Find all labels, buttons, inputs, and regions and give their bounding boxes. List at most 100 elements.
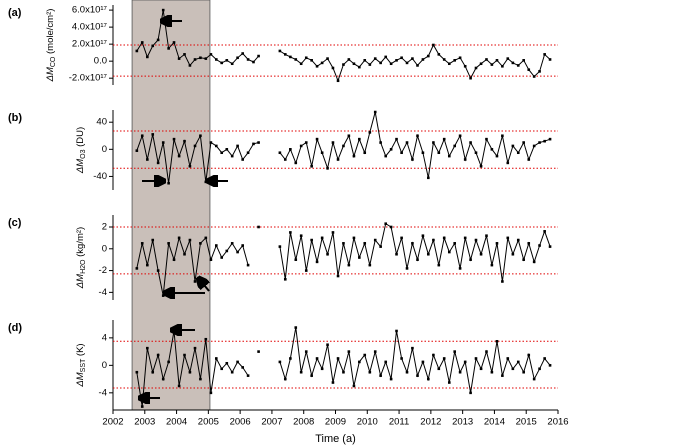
point [336,79,340,83]
point [304,350,308,353]
point [199,56,202,60]
point [469,141,472,144]
point [257,54,260,58]
point [543,357,546,360]
y-label-symbol: ΔM [75,159,86,174]
point [183,53,186,56]
point [485,137,488,141]
point [146,346,149,350]
point [532,144,536,148]
point [215,58,218,61]
y-label-unit: (K) [75,343,86,358]
point [453,242,456,245]
point [331,141,335,144]
point [167,181,170,185]
point [246,263,250,267]
point [161,8,165,12]
point [215,357,218,360]
y-label-unit: (DU) [75,127,86,150]
point [511,367,515,371]
point [241,52,244,55]
point [151,238,155,242]
point [363,151,367,155]
y-label-symbol: ΔM [75,372,86,387]
point [183,252,186,256]
point [257,350,260,353]
point [236,250,239,254]
point [225,249,229,253]
point [299,234,303,238]
point [421,58,425,61]
point [199,377,202,381]
point [257,225,260,229]
point [395,59,398,62]
point [336,274,340,278]
point [405,267,409,270]
point [220,367,224,371]
point [161,141,165,144]
point [384,154,388,158]
point [363,242,367,245]
point [506,161,510,165]
point [246,374,250,377]
point [458,267,462,270]
point [289,55,292,59]
point [135,267,139,270]
y-label-sub: H2O [80,259,87,274]
y-tick-label: -4 [99,387,107,398]
point [548,245,552,248]
point [177,57,181,60]
x-tick-label: 2014 [484,417,505,428]
point [135,370,139,374]
point [177,154,181,158]
point [352,236,356,240]
point [331,381,335,384]
point [400,236,403,240]
point [177,236,181,240]
point [299,144,303,148]
point [220,61,224,65]
series-line [136,327,551,407]
point [373,110,377,114]
point [485,350,488,353]
point [320,61,324,65]
point [416,64,419,67]
point [326,343,329,347]
point [421,234,425,238]
point [188,370,192,374]
series-line [136,111,551,184]
point [140,41,144,44]
point [447,250,451,254]
x-tick-label: 2009 [325,417,346,428]
point [373,350,377,353]
point [453,59,456,62]
point [230,154,234,158]
point [358,137,361,141]
point [548,137,552,141]
point [389,377,393,381]
point [411,346,414,350]
point [463,236,467,240]
point [373,238,377,242]
point [363,59,367,62]
point [427,54,430,58]
point [241,158,244,161]
panel-label: (c) [8,217,22,229]
plots: -2.0x10¹⁷ 0.0 2.0x10¹⁷ 4.0x10¹⁷ 6.0x10¹⁷ (a) Δ… [8,5,569,445]
y-tick-label: 0 [102,360,107,371]
point [384,55,388,59]
point [522,141,525,144]
point [416,134,419,138]
point [411,242,414,245]
y-label-sub: SST [80,358,87,372]
point [230,242,234,245]
x-tick-label: 2016 [547,417,568,428]
point [368,263,372,267]
point [479,252,483,256]
point [146,55,149,59]
point [501,374,504,377]
point [427,252,430,256]
point [453,144,456,148]
point [405,370,409,374]
point [193,280,197,283]
